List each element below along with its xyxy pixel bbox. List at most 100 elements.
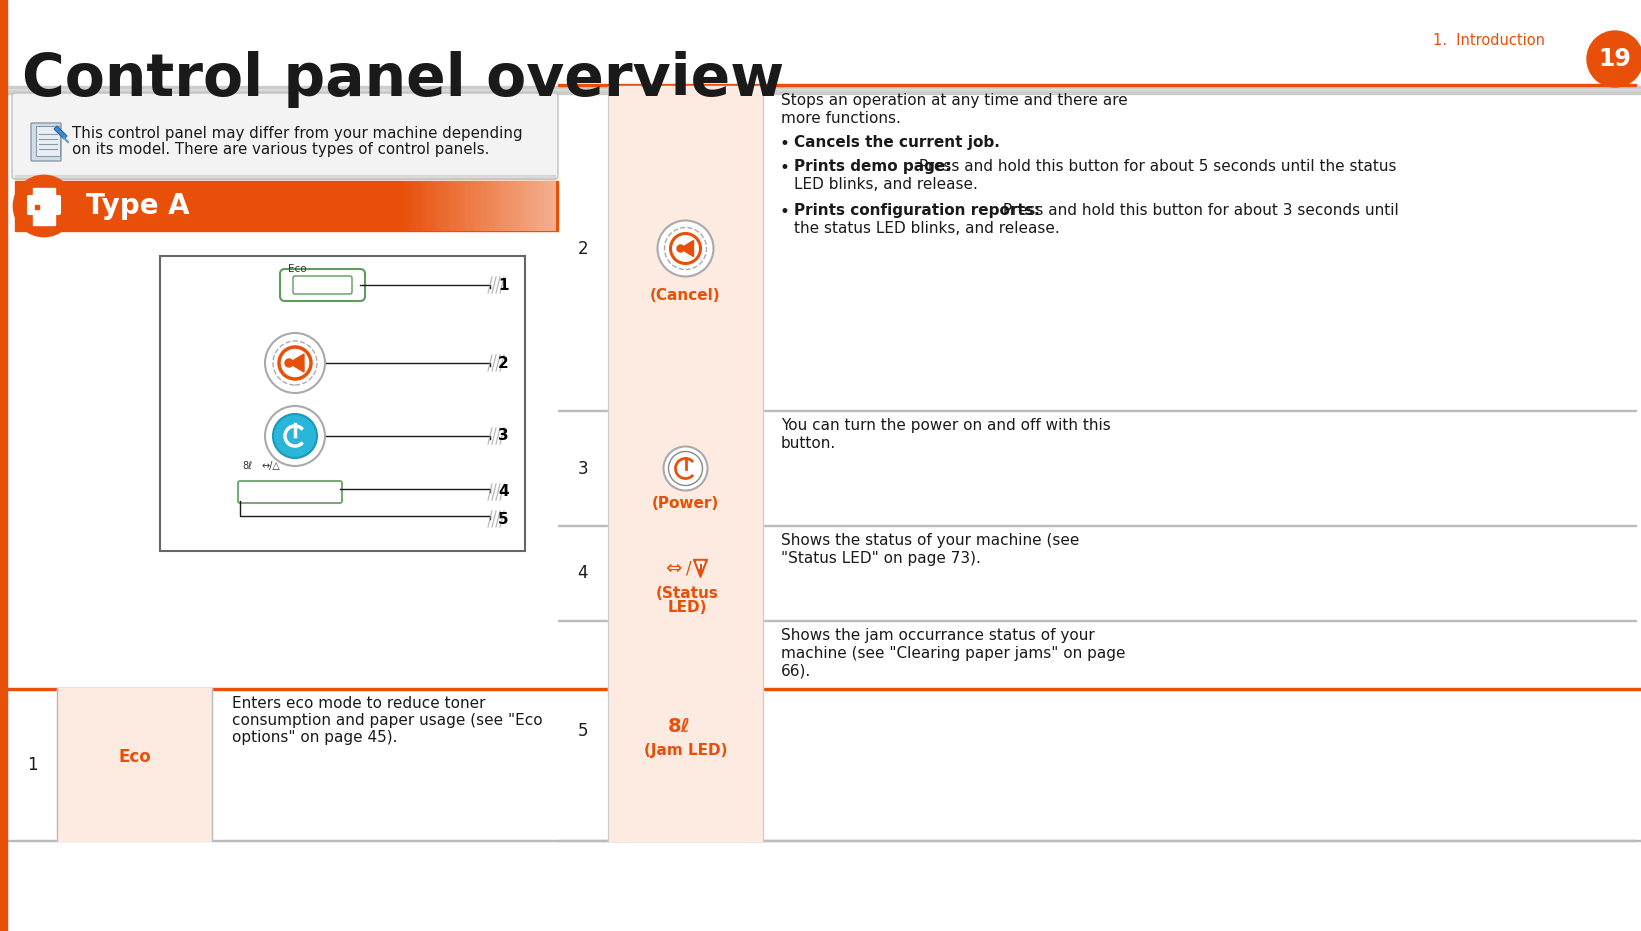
Bar: [609, 411, 763, 526]
Text: /: /: [686, 560, 691, 577]
Polygon shape: [696, 561, 704, 572]
Bar: [7, 90, 1641, 91]
Circle shape: [663, 447, 707, 491]
Bar: [609, 86, 763, 411]
Bar: [7, 89, 1641, 90]
Polygon shape: [289, 354, 304, 372]
Polygon shape: [54, 126, 67, 139]
Text: 8ℓ: 8ℓ: [241, 461, 253, 471]
Bar: [161, 256, 525, 551]
Circle shape: [272, 341, 317, 385]
Polygon shape: [681, 240, 694, 257]
Text: (Jam LED): (Jam LED): [643, 743, 727, 758]
Text: Control panel overview: Control panel overview: [21, 51, 784, 108]
Text: ↔/△: ↔/△: [263, 461, 281, 471]
Text: Prints demo page:: Prints demo page:: [794, 159, 952, 174]
Bar: [34, 205, 39, 209]
Bar: [609, 526, 763, 621]
Text: 1.  Introduction: 1. Introduction: [1433, 33, 1544, 48]
Circle shape: [286, 359, 294, 367]
Text: 1: 1: [26, 755, 38, 774]
Bar: [57, 688, 212, 841]
Text: consumption and paper usage (see "Eco: consumption and paper usage (see "Eco: [231, 713, 543, 728]
Text: 3: 3: [578, 460, 589, 478]
Bar: [7, 88, 1641, 89]
Text: •: •: [779, 135, 789, 153]
Bar: [7, 93, 1641, 94]
Text: Type A: Type A: [85, 192, 190, 220]
Text: Eco: Eco: [287, 264, 307, 274]
Text: Press and hold this button for about 3 seconds until: Press and hold this button for about 3 s…: [998, 203, 1400, 218]
Bar: [558, 525, 1636, 526]
Text: options" on page 45).: options" on page 45).: [231, 730, 397, 745]
Text: 5: 5: [497, 511, 509, 527]
Text: LED): LED): [668, 600, 707, 615]
Bar: [7, 91, 1641, 92]
Text: •: •: [779, 159, 789, 177]
Text: 1: 1: [497, 277, 509, 292]
Text: 5: 5: [578, 722, 587, 740]
Text: 4: 4: [497, 484, 509, 500]
Text: more functions.: more functions.: [781, 111, 901, 126]
Text: machine (see "Clearing paper jams" on page: machine (see "Clearing paper jams" on pa…: [781, 646, 1126, 661]
Circle shape: [15, 176, 74, 236]
Bar: [609, 621, 763, 841]
Bar: [558, 620, 1636, 621]
Text: 3: 3: [497, 428, 509, 443]
Text: on its model. There are various types of control panels.: on its model. There are various types of…: [72, 142, 489, 157]
Circle shape: [1587, 31, 1641, 87]
Text: Cancels the current job.: Cancels the current job.: [794, 135, 999, 150]
Text: 19: 19: [1598, 47, 1631, 71]
Bar: [7, 86, 1641, 88]
Bar: [558, 840, 1636, 841]
Text: 4: 4: [578, 564, 587, 583]
Text: 8ℓ: 8ℓ: [668, 717, 691, 735]
Text: the status LED blinks, and release.: the status LED blinks, and release.: [794, 221, 1060, 236]
Text: "Status LED" on page 73).: "Status LED" on page 73).: [781, 551, 981, 566]
Text: You can turn the power on and off with this: You can turn the power on and off with t…: [781, 418, 1111, 433]
Text: LED blinks, and release.: LED blinks, and release.: [794, 177, 978, 192]
Bar: [7, 840, 1641, 841]
Text: ⇔: ⇔: [666, 559, 683, 578]
FancyBboxPatch shape: [238, 481, 341, 503]
FancyBboxPatch shape: [36, 126, 61, 156]
Bar: [558, 84, 1636, 86]
Circle shape: [272, 414, 317, 458]
Circle shape: [668, 452, 702, 485]
Circle shape: [665, 227, 707, 269]
Bar: [7, 687, 1641, 690]
Bar: [33, 211, 56, 225]
Text: Shows the jam occurrance status of your: Shows the jam occurrance status of your: [781, 628, 1095, 643]
Circle shape: [264, 406, 325, 466]
Text: 2: 2: [578, 239, 589, 258]
FancyBboxPatch shape: [281, 269, 364, 301]
Circle shape: [658, 221, 714, 277]
Text: Enters eco mode to reduce toner: Enters eco mode to reduce toner: [231, 696, 486, 711]
Text: Prints configuration reports:: Prints configuration reports:: [794, 203, 1040, 218]
Text: •: •: [779, 203, 789, 221]
Circle shape: [264, 333, 325, 393]
FancyBboxPatch shape: [28, 196, 61, 214]
Text: 66).: 66).: [781, 664, 811, 679]
Bar: [33, 188, 56, 198]
FancyBboxPatch shape: [11, 93, 558, 179]
Text: Stops an operation at any time and there are: Stops an operation at any time and there…: [781, 93, 1127, 108]
Text: (Cancel): (Cancel): [650, 289, 720, 304]
Text: (Power): (Power): [651, 496, 719, 511]
Text: Eco: Eco: [118, 748, 151, 765]
Circle shape: [671, 234, 701, 263]
Text: This control panel may differ from your machine depending: This control panel may differ from your …: [72, 126, 522, 141]
Polygon shape: [694, 560, 707, 577]
FancyBboxPatch shape: [294, 276, 353, 294]
Circle shape: [699, 569, 702, 572]
Bar: [15, 181, 558, 231]
Bar: [558, 410, 1636, 411]
FancyBboxPatch shape: [31, 123, 61, 161]
Circle shape: [279, 347, 312, 379]
Bar: [7, 92, 1641, 93]
Text: Press and hold this button for about 5 seconds until the status: Press and hold this button for about 5 s…: [914, 159, 1396, 174]
Text: button.: button.: [781, 436, 837, 451]
Bar: [15, 175, 555, 179]
Text: (Status: (Status: [656, 586, 719, 600]
Bar: [0, 0, 7, 931]
